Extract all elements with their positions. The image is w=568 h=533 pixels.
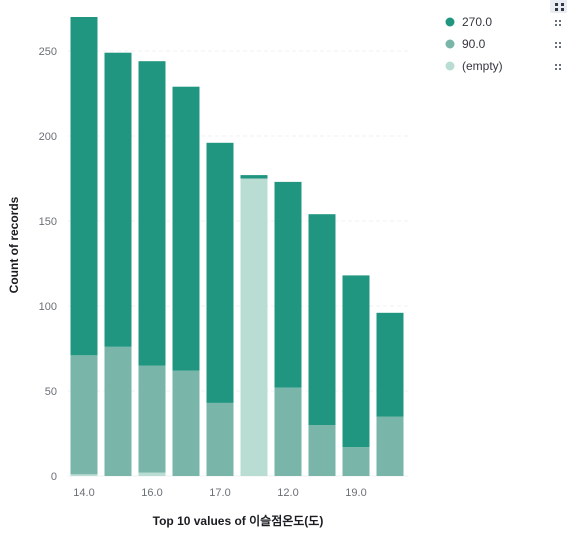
- bar-segment[interactable]: [70, 474, 98, 476]
- panel-actions[interactable]: [550, 0, 567, 70]
- dot: [561, 3, 564, 6]
- dot: [555, 46, 557, 48]
- dot: [561, 8, 564, 11]
- panel-menu-bg: [550, 0, 567, 13]
- x-tick-label: 17.0: [209, 487, 230, 499]
- bar-segment[interactable]: [138, 472, 166, 476]
- x-tick-label: 12.0: [277, 487, 298, 499]
- bar-segment[interactable]: [376, 416, 404, 477]
- legend-swatch: [445, 61, 455, 71]
- bar-segment[interactable]: [274, 181, 302, 388]
- bar-segment[interactable]: [172, 86, 200, 371]
- legend[interactable]: 270.0 90.0 (empty): [445, 15, 503, 73]
- bar-segment[interactable]: [308, 425, 336, 476]
- bar-segment[interactable]: [342, 447, 370, 476]
- bar-segment[interactable]: [70, 355, 98, 475]
- bar-segment[interactable]: [138, 61, 166, 366]
- legend-label: (empty): [462, 59, 503, 73]
- x-axis-ticks: 14.0 16.0 17.0 12.0 19.0: [73, 487, 366, 499]
- legend-label: 90.0: [462, 37, 486, 51]
- dot: [559, 46, 561, 48]
- panel-menu-icon[interactable]: [550, 0, 567, 13]
- bar-segment[interactable]: [376, 312, 404, 417]
- bar-segment[interactable]: [104, 346, 132, 476]
- bar-segment[interactable]: [172, 370, 200, 476]
- bar-segment[interactable]: [308, 214, 336, 425]
- y-tick-label: 150: [39, 216, 57, 228]
- y-tick-label: 50: [45, 386, 57, 398]
- legend-swatch: [445, 39, 455, 49]
- dots-icon[interactable]: [555, 42, 561, 48]
- dots-icon[interactable]: [555, 64, 561, 70]
- legend-label: 270.0: [462, 15, 492, 29]
- dot: [555, 68, 557, 70]
- bar-segment[interactable]: [240, 178, 268, 477]
- y-axis-ticks: 0 50 100 150 200 250: [39, 46, 57, 483]
- y-tick-label: 0: [51, 471, 57, 483]
- dot: [555, 8, 558, 11]
- bar-segment[interactable]: [206, 142, 234, 403]
- dot: [559, 68, 561, 70]
- dot: [555, 20, 557, 22]
- x-tick-label: 19.0: [345, 487, 366, 499]
- dot: [559, 24, 561, 26]
- dot: [559, 64, 561, 66]
- bar-segment[interactable]: [274, 387, 302, 476]
- legend-item[interactable]: 270.0: [445, 15, 493, 29]
- y-axis-title: Count of records: [7, 196, 21, 293]
- bars: [70, 17, 404, 477]
- bar-segment[interactable]: [104, 52, 132, 347]
- bar-segment[interactable]: [138, 365, 166, 473]
- bar-segment[interactable]: [206, 402, 234, 476]
- x-axis-title: Top 10 values of 이슬점온도(도): [153, 513, 324, 528]
- y-tick-label: 100: [39, 301, 57, 313]
- dot: [559, 42, 561, 44]
- y-tick-label: 200: [39, 131, 57, 143]
- x-tick-label: 14.0: [73, 487, 94, 499]
- legend-item[interactable]: 90.0: [445, 37, 486, 51]
- dot: [555, 3, 558, 6]
- bar-segment[interactable]: [342, 275, 370, 448]
- bar-segment[interactable]: [240, 175, 268, 179]
- dot: [555, 64, 557, 66]
- dot: [555, 24, 557, 26]
- y-tick-label: 250: [39, 46, 57, 58]
- dot: [559, 20, 561, 22]
- bar-segment[interactable]: [70, 17, 98, 356]
- dots-icon[interactable]: [555, 20, 561, 26]
- dot: [555, 42, 557, 44]
- x-tick-label: 16.0: [141, 487, 162, 499]
- legend-swatch: [445, 17, 455, 27]
- legend-item[interactable]: (empty): [445, 59, 503, 73]
